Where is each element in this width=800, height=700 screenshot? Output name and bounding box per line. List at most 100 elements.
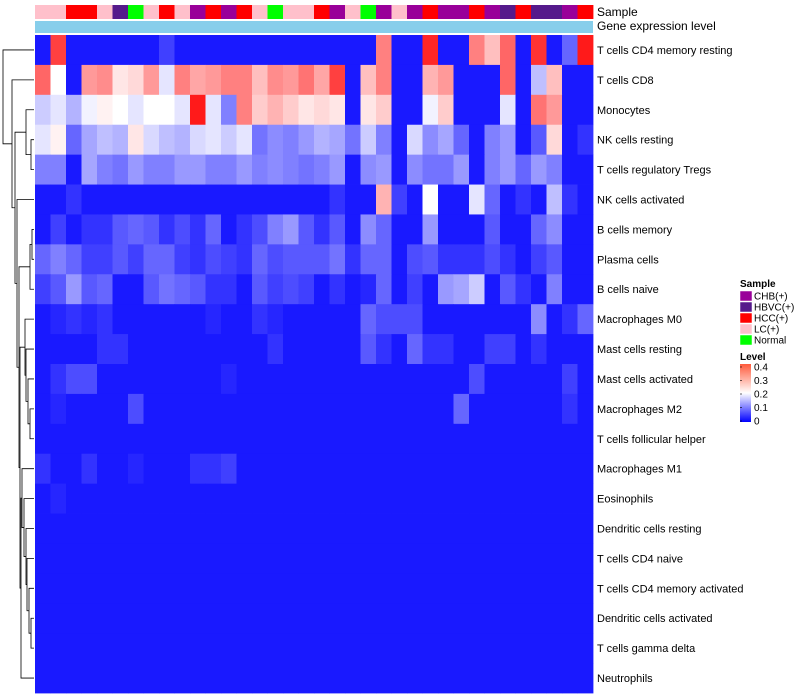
heatmap-cell <box>376 214 392 245</box>
heatmap-cell <box>252 154 268 185</box>
expression-annotation-bar <box>35 21 593 33</box>
heatmap-cell <box>97 513 113 544</box>
heatmap-cell <box>469 94 485 126</box>
heatmap-cell <box>66 633 82 664</box>
heatmap-cell <box>500 423 516 455</box>
heatmap-cell <box>50 304 67 335</box>
heatmap-cell <box>345 274 361 305</box>
heatmap-cell <box>577 334 594 365</box>
heatmap-cell <box>376 304 392 335</box>
heatmap-cell <box>515 304 532 335</box>
heatmap-cell <box>376 603 392 634</box>
heatmap-cell <box>562 94 578 126</box>
sample-annotation-cell <box>438 5 454 19</box>
heatmap-cell <box>500 124 516 156</box>
heatmap-cell <box>376 364 392 395</box>
heatmap-cell <box>391 364 408 395</box>
heatmap-cell <box>438 64 454 96</box>
heatmap-cell <box>128 483 144 514</box>
heatmap-cell <box>531 244 547 275</box>
heatmap-cell <box>314 35 330 66</box>
heatmap-cell <box>81 274 98 305</box>
heatmap-cell <box>128 573 144 604</box>
heatmap-cell <box>112 663 129 694</box>
heatmap-cell <box>562 64 578 96</box>
heatmap-cell <box>221 244 237 275</box>
sample-legend-title: Sample <box>740 279 776 290</box>
heatmap-cell <box>112 543 129 574</box>
heatmap-cell <box>546 304 563 335</box>
heatmap-cell <box>128 64 144 96</box>
heatmap-cell <box>422 543 439 574</box>
heatmap-cell <box>407 543 423 574</box>
heatmap-cell <box>97 663 113 694</box>
heatmap-cell <box>577 124 594 156</box>
heatmap-cell <box>190 543 206 574</box>
heatmap-cell <box>174 543 191 574</box>
heatmap-cell <box>298 364 315 395</box>
heatmap-cell <box>252 483 268 514</box>
heatmap-cell <box>314 124 330 156</box>
heatmap-cell <box>252 274 268 305</box>
heatmap-cell <box>329 393 346 425</box>
heatmap-cell <box>128 423 144 455</box>
heatmap-cell <box>453 543 470 574</box>
heatmap-cell <box>376 453 392 485</box>
heatmap-cell <box>159 603 175 634</box>
sample-annotation-cell <box>267 5 284 19</box>
heatmap-cell <box>562 483 578 514</box>
heatmap-cell <box>236 423 253 455</box>
heatmap-cell <box>469 603 485 634</box>
heatmap-cell <box>205 154 222 185</box>
heatmap-cell <box>252 304 268 335</box>
heatmap-cell <box>97 483 113 514</box>
heatmap-cell <box>500 364 516 395</box>
heatmap-cell <box>97 274 113 305</box>
row-dendrogram <box>2 49 34 679</box>
heatmap-cell <box>500 633 516 664</box>
heatmap-cell <box>515 214 532 245</box>
heatmap-cell <box>112 513 129 544</box>
row-label: NK cells activated <box>597 195 684 207</box>
heatmap-cell <box>236 124 253 156</box>
heatmap-cell <box>345 633 361 664</box>
heatmap-cell <box>438 244 454 275</box>
heatmap-cell <box>515 453 532 485</box>
heatmap-cell <box>422 483 439 514</box>
row-label: Mast cells activated <box>597 374 693 386</box>
heatmap-cell <box>66 573 82 604</box>
heatmap-cell <box>345 124 361 156</box>
heatmap-cell <box>500 573 516 604</box>
heatmap-cell <box>500 244 516 275</box>
heatmap-cell <box>159 64 175 96</box>
heatmap-cell <box>484 124 501 156</box>
heatmap-cell <box>174 573 191 604</box>
row-label: Macrophages M0 <box>597 314 682 326</box>
heatmap-cell <box>562 663 578 694</box>
dendrogram-branch <box>18 266 30 469</box>
heatmap-cell <box>500 274 516 305</box>
heatmap-cell <box>252 393 268 425</box>
heatmap-cell <box>515 244 532 275</box>
sample-annotation-cell <box>376 5 392 19</box>
dendrogram-branch <box>25 109 34 156</box>
heatmap-cell <box>515 64 532 96</box>
heatmap-cell <box>484 423 501 455</box>
sample-annotation-cell <box>143 5 160 19</box>
heatmap-cell <box>360 513 377 544</box>
heatmap-cell <box>515 364 532 395</box>
heatmap-cell <box>81 453 98 485</box>
heatmap-cell <box>252 423 268 455</box>
heatmap-cell <box>453 214 470 245</box>
heatmap-cell <box>407 304 423 335</box>
heatmap-cell <box>112 423 129 455</box>
heatmap-cell <box>562 543 578 574</box>
heatmap-cell <box>500 214 516 245</box>
level-gradient-bar <box>740 364 751 422</box>
heatmap-cell <box>314 244 330 275</box>
heatmap-cell <box>97 334 113 365</box>
heatmap-cell <box>66 244 82 275</box>
heatmap-cell <box>531 35 547 66</box>
heatmap-cell <box>252 513 268 544</box>
heatmap-cell <box>329 453 346 485</box>
